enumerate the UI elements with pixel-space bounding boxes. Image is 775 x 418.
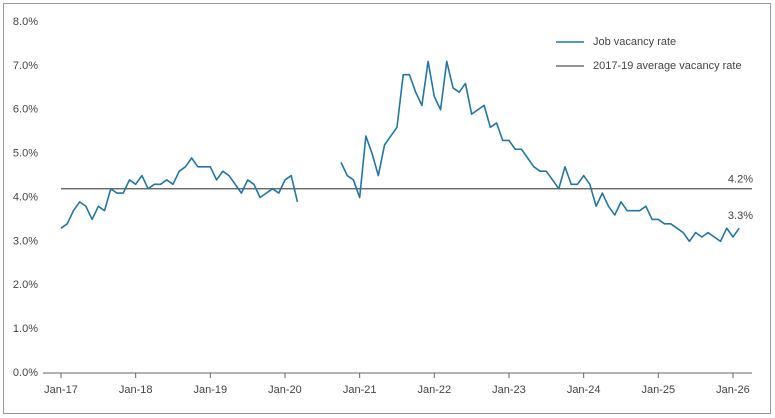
y-tick-label: 2.0% (13, 279, 38, 291)
x-tick-label: Jan-17 (44, 384, 78, 396)
x-tick-label: Jan-23 (492, 384, 526, 396)
y-tick-label: 3.0% (13, 235, 38, 247)
legend-label: 2017-19 average vacancy rate (593, 60, 742, 72)
x-tick-label: Jan-26 (716, 384, 750, 396)
x-tick-label: Jan-19 (194, 384, 228, 396)
x-tick-label: Jan-22 (417, 384, 451, 396)
y-tick-label: 0.0% (13, 367, 38, 379)
y-tick-label: 1.0% (13, 323, 38, 335)
x-tick-label: Jan-25 (641, 384, 675, 396)
series-line (60, 60, 740, 243)
x-tick-label: Jan-20 (268, 384, 302, 396)
x-tick-label: Jan-24 (567, 384, 601, 396)
y-tick-label: 7.0% (13, 60, 38, 72)
y-tick-label: 8.0% (13, 16, 38, 28)
x-tick-label: Jan-21 (343, 384, 377, 396)
legend-label: Job vacancy rate (593, 36, 676, 48)
y-tick-label: 4.0% (13, 191, 38, 203)
y-tick-label: 5.0% (13, 148, 38, 160)
x-tick-label: Jan-18 (119, 384, 153, 396)
reference-label: 4.2% (728, 174, 753, 186)
y-tick-label: 6.0% (13, 104, 38, 116)
value-label: 3.3% (728, 210, 753, 222)
